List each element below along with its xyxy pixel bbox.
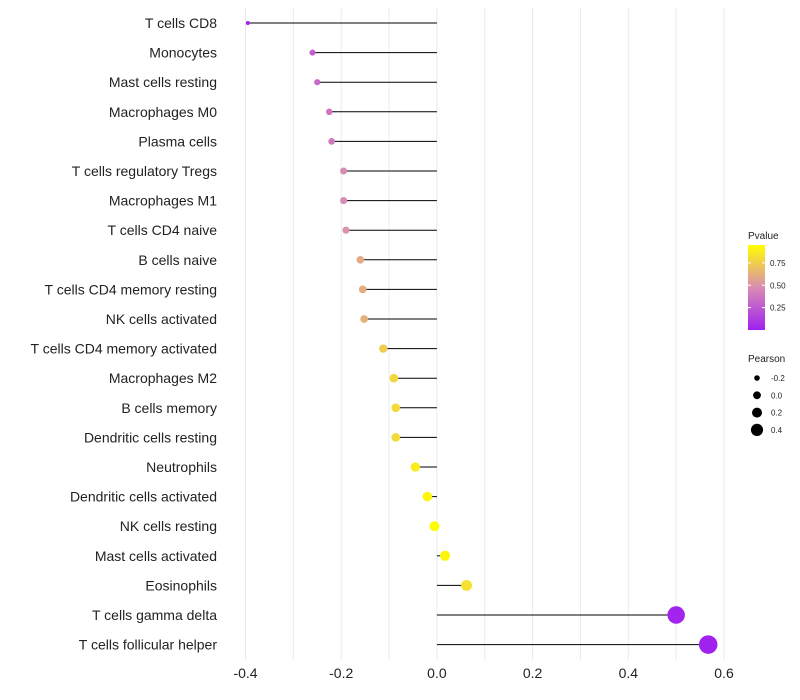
color-legend-bar	[748, 245, 765, 330]
category-label: T cells regulatory Tregs	[72, 163, 217, 179]
category-label: T cells CD4 memory resting	[45, 281, 217, 297]
lollipop-point	[328, 138, 335, 145]
category-label: Eosinophils	[145, 577, 217, 593]
category-label: Dendritic cells activated	[70, 489, 217, 505]
lollipop-point	[410, 462, 421, 472]
lollipop-point	[356, 255, 365, 264]
lollipop-point	[325, 108, 333, 116]
size-legend-label: -0.2	[771, 374, 785, 383]
lollipop-point	[389, 373, 399, 383]
color-legend-tick-label: 0.75	[770, 259, 786, 268]
color-legend-title: Pvalue	[748, 231, 779, 242]
size-legend-label: 0.0	[771, 391, 783, 400]
category-label: Dendritic cells resting	[84, 429, 217, 445]
lollipop-point	[391, 433, 401, 442]
lollipop-point	[391, 403, 401, 413]
color-legend-ticks: 0.75 0.50 0.25	[748, 259, 786, 313]
category-label: Neutrophils	[146, 459, 217, 475]
category-label: B cells naive	[138, 252, 217, 268]
lollipop-point	[340, 167, 348, 175]
category-label: T cells follicular helper	[79, 637, 218, 653]
size-legend-label: 0.2	[771, 409, 783, 418]
category-labels: T cells CD8 Monocytes Mast cells resting Ma…	[31, 15, 218, 653]
x-tick-label: 0.0	[427, 665, 447, 681]
grid-lines	[245, 8, 725, 660]
x-tick-label: -0.4	[233, 665, 257, 681]
lollipop-point	[342, 226, 350, 234]
category-label: T cells CD4 memory activated	[31, 341, 217, 357]
color-legend-tick-label: 0.50	[770, 281, 786, 290]
x-tick-label: -0.2	[329, 665, 353, 681]
color-legend-tick-label: 0.25	[770, 304, 786, 313]
lollipop-point	[422, 491, 433, 502]
category-label: Plasma cells	[138, 133, 217, 149]
category-label: Monocytes	[149, 45, 217, 61]
legend: Pvalue 0.75 0.50 0.25 Pearson -0.2 0.0 0.2 0.…	[748, 231, 786, 436]
lollipop-point	[360, 315, 369, 323]
lollipop-point	[309, 49, 316, 56]
category-label: Macrophages M2	[109, 370, 217, 386]
lollipop-points	[245, 20, 718, 654]
lollipop-point	[314, 79, 321, 86]
x-axis-tick-labels: -0.4 -0.2 0.0 0.2 0.4 0.6	[233, 665, 734, 681]
size-legend-title: Pearson	[748, 354, 785, 365]
size-legend-label: 0.4	[771, 426, 783, 435]
lollipop-point	[358, 285, 367, 294]
lollipop-point	[340, 197, 348, 205]
lollipop-point	[379, 344, 388, 353]
category-label: Macrophages M0	[109, 104, 217, 120]
lollipop-point	[429, 521, 440, 532]
size-legend-key	[754, 375, 760, 381]
category-label: T cells gamma delta	[92, 607, 217, 623]
category-label: Macrophages M1	[109, 193, 217, 209]
x-tick-label: 0.2	[523, 665, 543, 681]
category-label: NK cells activated	[106, 311, 217, 327]
size-legend-keys: -0.2 0.0 0.2 0.4	[750, 374, 785, 436]
category-label: Mast cells resting	[109, 74, 217, 90]
size-legend-key	[750, 423, 764, 436]
lollipop-point	[245, 20, 250, 26]
lollipop-stems	[247, 22, 709, 646]
size-legend-key	[752, 407, 762, 418]
category-label: T cells CD4 naive	[108, 222, 218, 238]
category-label: T cells CD8	[145, 15, 217, 31]
category-label: Mast cells activated	[95, 548, 217, 564]
lollipop-point	[698, 635, 718, 654]
x-tick-label: 0.6	[714, 665, 734, 681]
category-label: NK cells resting	[120, 518, 217, 534]
size-legend-key	[753, 391, 761, 400]
lollipop-point	[667, 606, 685, 624]
x-tick-label: 0.4	[619, 665, 639, 681]
lollipop-point	[461, 579, 473, 591]
category-label: B cells memory	[121, 400, 217, 416]
lollipop-point	[439, 550, 451, 561]
